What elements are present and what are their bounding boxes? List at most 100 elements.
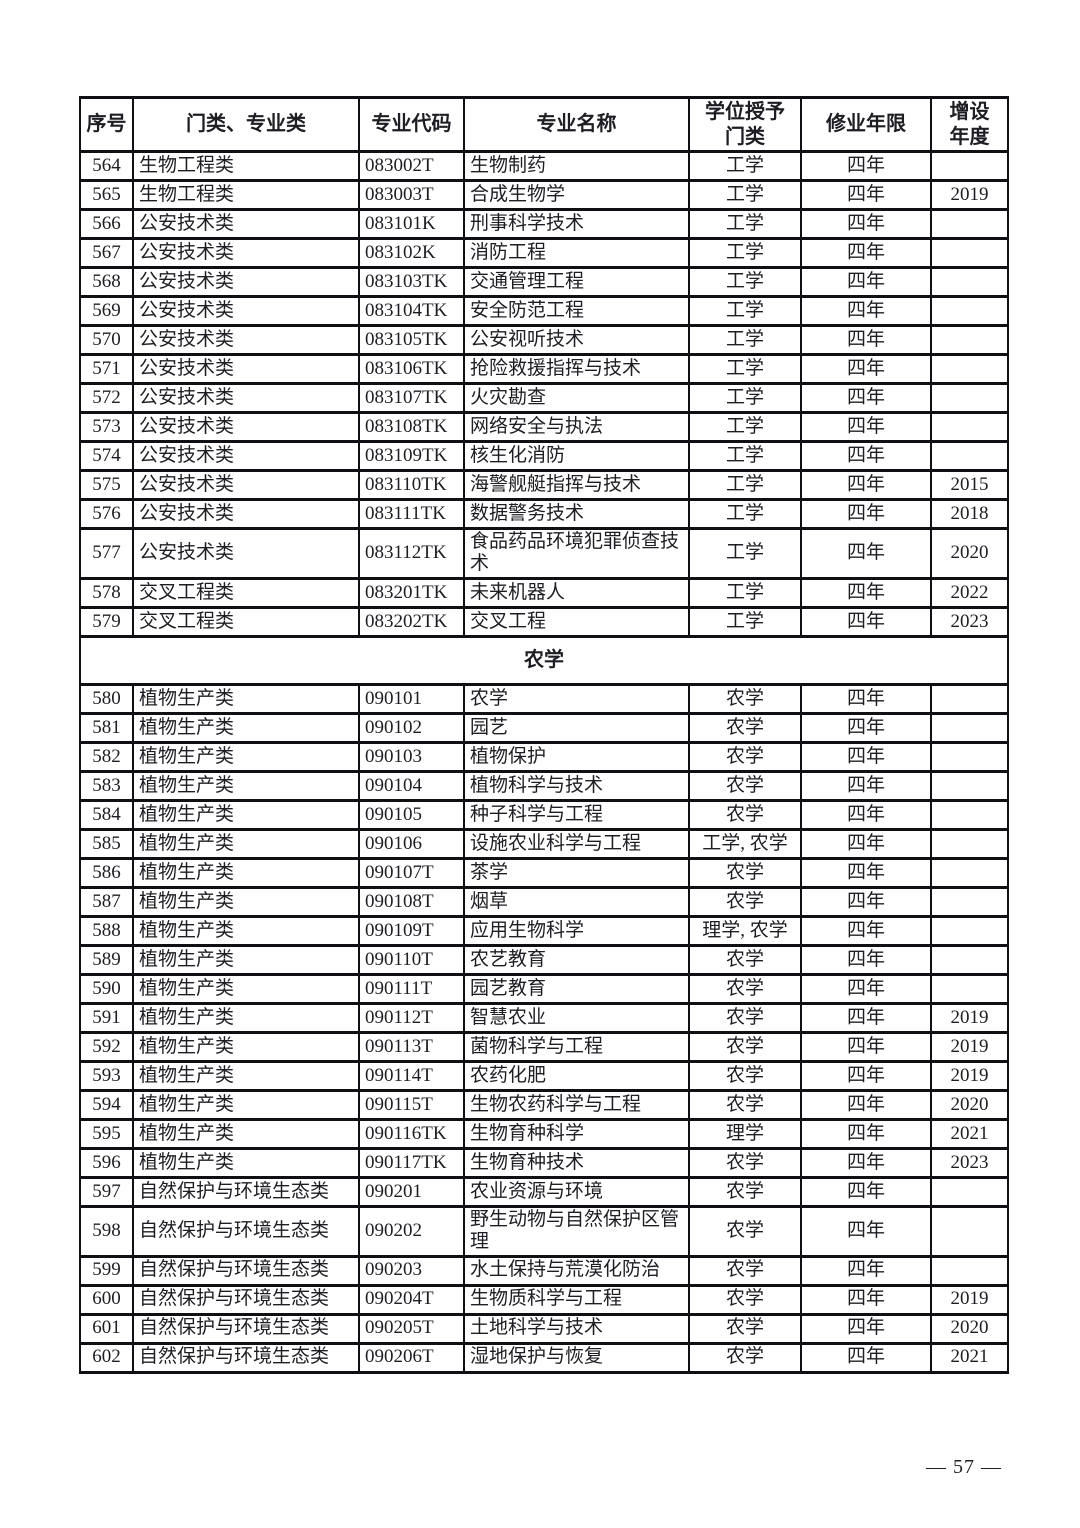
cell-years: 四年 <box>800 1117 932 1150</box>
cell-code: 083108TK <box>358 411 465 443</box>
cell-code: 083112TK <box>358 527 465 580</box>
cell-code: 090114T <box>358 1059 465 1092</box>
cell-degree: 工学 <box>688 440 802 472</box>
cell-no: 590 <box>79 972 134 1005</box>
cell-degree: 工学 <box>688 498 802 530</box>
cell-category: 自然保护与环境生态类 <box>132 1254 360 1287</box>
cell-category: 自然保护与环境生态类 <box>132 1312 360 1345</box>
cell-category: 公安技术类 <box>132 266 360 298</box>
cell-degree: 工学 <box>688 469 802 501</box>
cell-name: 数据警务技术 <box>463 498 690 530</box>
cell-no: 578 <box>79 576 134 609</box>
cell-degree: 工学 <box>688 382 802 414</box>
cell-degree: 工学 <box>688 237 802 269</box>
cell-degree: 农学 <box>688 740 802 773</box>
cell-degree: 工学 <box>688 605 802 638</box>
column-header-no: 序号 <box>79 96 134 153</box>
table-row: 590 植物生产类 090111T 园艺教育 农学 四年 <box>79 972 1009 1005</box>
table-row: 570 公安技术类 083105TK 公安视听技术 工学 四年 <box>79 324 1009 356</box>
cell-code: 090101 <box>358 682 465 715</box>
cell-degree: 工学 <box>688 411 802 443</box>
cell-years: 四年 <box>800 1312 932 1345</box>
column-header-code: 专业代码 <box>358 96 465 153</box>
cell-added <box>930 711 1009 744</box>
table-body: 564 生物工程类 083002T 生物制药 工学 四年 565 生物工程类 083003T 合成… <box>79 150 1009 1374</box>
cell-name: 食品药品环境犯罪侦查技术 <box>463 527 690 580</box>
table-row: 585 植物生产类 090106 设施农业科学与工程 工学, 农学 四年 <box>79 827 1009 860</box>
cell-name: 湿地保护与恢复 <box>463 1341 690 1374</box>
cell-no: 585 <box>79 827 134 860</box>
cell-years: 四年 <box>800 179 932 211</box>
cell-no: 597 <box>79 1175 134 1208</box>
cell-degree: 工学 <box>688 150 802 182</box>
cell-years: 四年 <box>800 1030 932 1063</box>
cell-code: 083101K <box>358 208 465 240</box>
cell-no: 569 <box>79 295 134 327</box>
cell-code: 090109T <box>358 914 465 947</box>
table-row: 578 交叉工程类 083201TK 未来机器人 工学 四年 2022 <box>79 576 1009 609</box>
cell-name: 茶学 <box>463 856 690 889</box>
cell-category: 公安技术类 <box>132 382 360 414</box>
cell-degree: 农学 <box>688 943 802 976</box>
cell-name: 海警舰艇指挥与技术 <box>463 469 690 501</box>
cell-degree: 工学 <box>688 179 802 211</box>
cell-code: 083202TK <box>358 605 465 638</box>
cell-no: 583 <box>79 769 134 802</box>
cell-added <box>930 798 1009 831</box>
cell-no: 595 <box>79 1117 134 1150</box>
cell-name: 烟草 <box>463 885 690 918</box>
cell-name: 植物保护 <box>463 740 690 773</box>
majors-table: 序号 门类、专业类 专业代码 专业名称 学位授予 门类 修业年限 增设 年度 564 生物工程… <box>79 96 1009 1374</box>
table-row: 583 植物生产类 090104 植物科学与技术 农学 四年 <box>79 769 1009 802</box>
cell-added <box>930 943 1009 976</box>
cell-no: 599 <box>79 1254 134 1287</box>
table-row: 565 生物工程类 083003T 合成生物学 工学 四年 2019 <box>79 179 1009 211</box>
cell-name: 智慧农业 <box>463 1001 690 1034</box>
cell-code: 090110T <box>358 943 465 976</box>
cell-added: 2018 <box>930 498 1009 530</box>
cell-years: 四年 <box>800 440 932 472</box>
cell-years: 四年 <box>800 943 932 976</box>
cell-years: 四年 <box>800 353 932 385</box>
table-row: 593 植物生产类 090114T 农药化肥 农学 四年 2019 <box>79 1059 1009 1092</box>
cell-code: 083110TK <box>358 469 465 501</box>
cell-code: 090201 <box>358 1175 465 1208</box>
cell-degree: 工学 <box>688 324 802 356</box>
cell-degree: 农学 <box>688 1059 802 1092</box>
table-row: 588 植物生产类 090109T 应用生物科学 理学, 农学 四年 <box>79 914 1009 947</box>
cell-category: 植物生产类 <box>132 856 360 889</box>
table-row: 598 自然保护与环境生态类 090202 野生动物与自然保护区管理 农学 四年 <box>79 1204 1009 1258</box>
cell-degree: 农学 <box>688 682 802 715</box>
table-header: 序号 门类、专业类 专业代码 专业名称 学位授予 门类 修业年限 增设 年度 <box>79 96 1009 153</box>
cell-added: 2019 <box>930 179 1009 211</box>
cell-years: 四年 <box>800 469 932 501</box>
cell-added <box>930 972 1009 1005</box>
cell-code: 090203 <box>358 1254 465 1287</box>
cell-added <box>930 1175 1009 1208</box>
cell-no: 579 <box>79 605 134 638</box>
cell-no: 594 <box>79 1088 134 1121</box>
cell-code: 083106TK <box>358 353 465 385</box>
cell-years: 四年 <box>800 382 932 414</box>
cell-degree: 工学 <box>688 353 802 385</box>
cell-code: 090111T <box>358 972 465 1005</box>
cell-name: 合成生物学 <box>463 179 690 211</box>
cell-no: 574 <box>79 440 134 472</box>
cell-name: 园艺教育 <box>463 972 690 1005</box>
cell-name: 核生化消防 <box>463 440 690 472</box>
cell-category: 植物生产类 <box>132 972 360 1005</box>
table-row: 580 植物生产类 090101 农学 农学 四年 <box>79 682 1009 715</box>
cell-name: 交叉工程 <box>463 605 690 638</box>
cell-no: 575 <box>79 469 134 501</box>
table-row: 602 自然保护与环境生态类 090206T 湿地保护与恢复 农学 四年 2021 <box>79 1341 1009 1374</box>
table-row: 575 公安技术类 083110TK 海警舰艇指挥与技术 工学 四年 2015 <box>79 469 1009 501</box>
cell-no: 571 <box>79 353 134 385</box>
cell-category: 公安技术类 <box>132 208 360 240</box>
cell-degree: 农学 <box>688 1175 802 1208</box>
cell-years: 四年 <box>800 576 932 609</box>
table-row: 587 植物生产类 090108T 烟草 农学 四年 <box>79 885 1009 918</box>
cell-added <box>930 382 1009 414</box>
cell-code: 083002T <box>358 150 465 182</box>
cell-years: 四年 <box>800 150 932 182</box>
cell-added <box>930 411 1009 443</box>
